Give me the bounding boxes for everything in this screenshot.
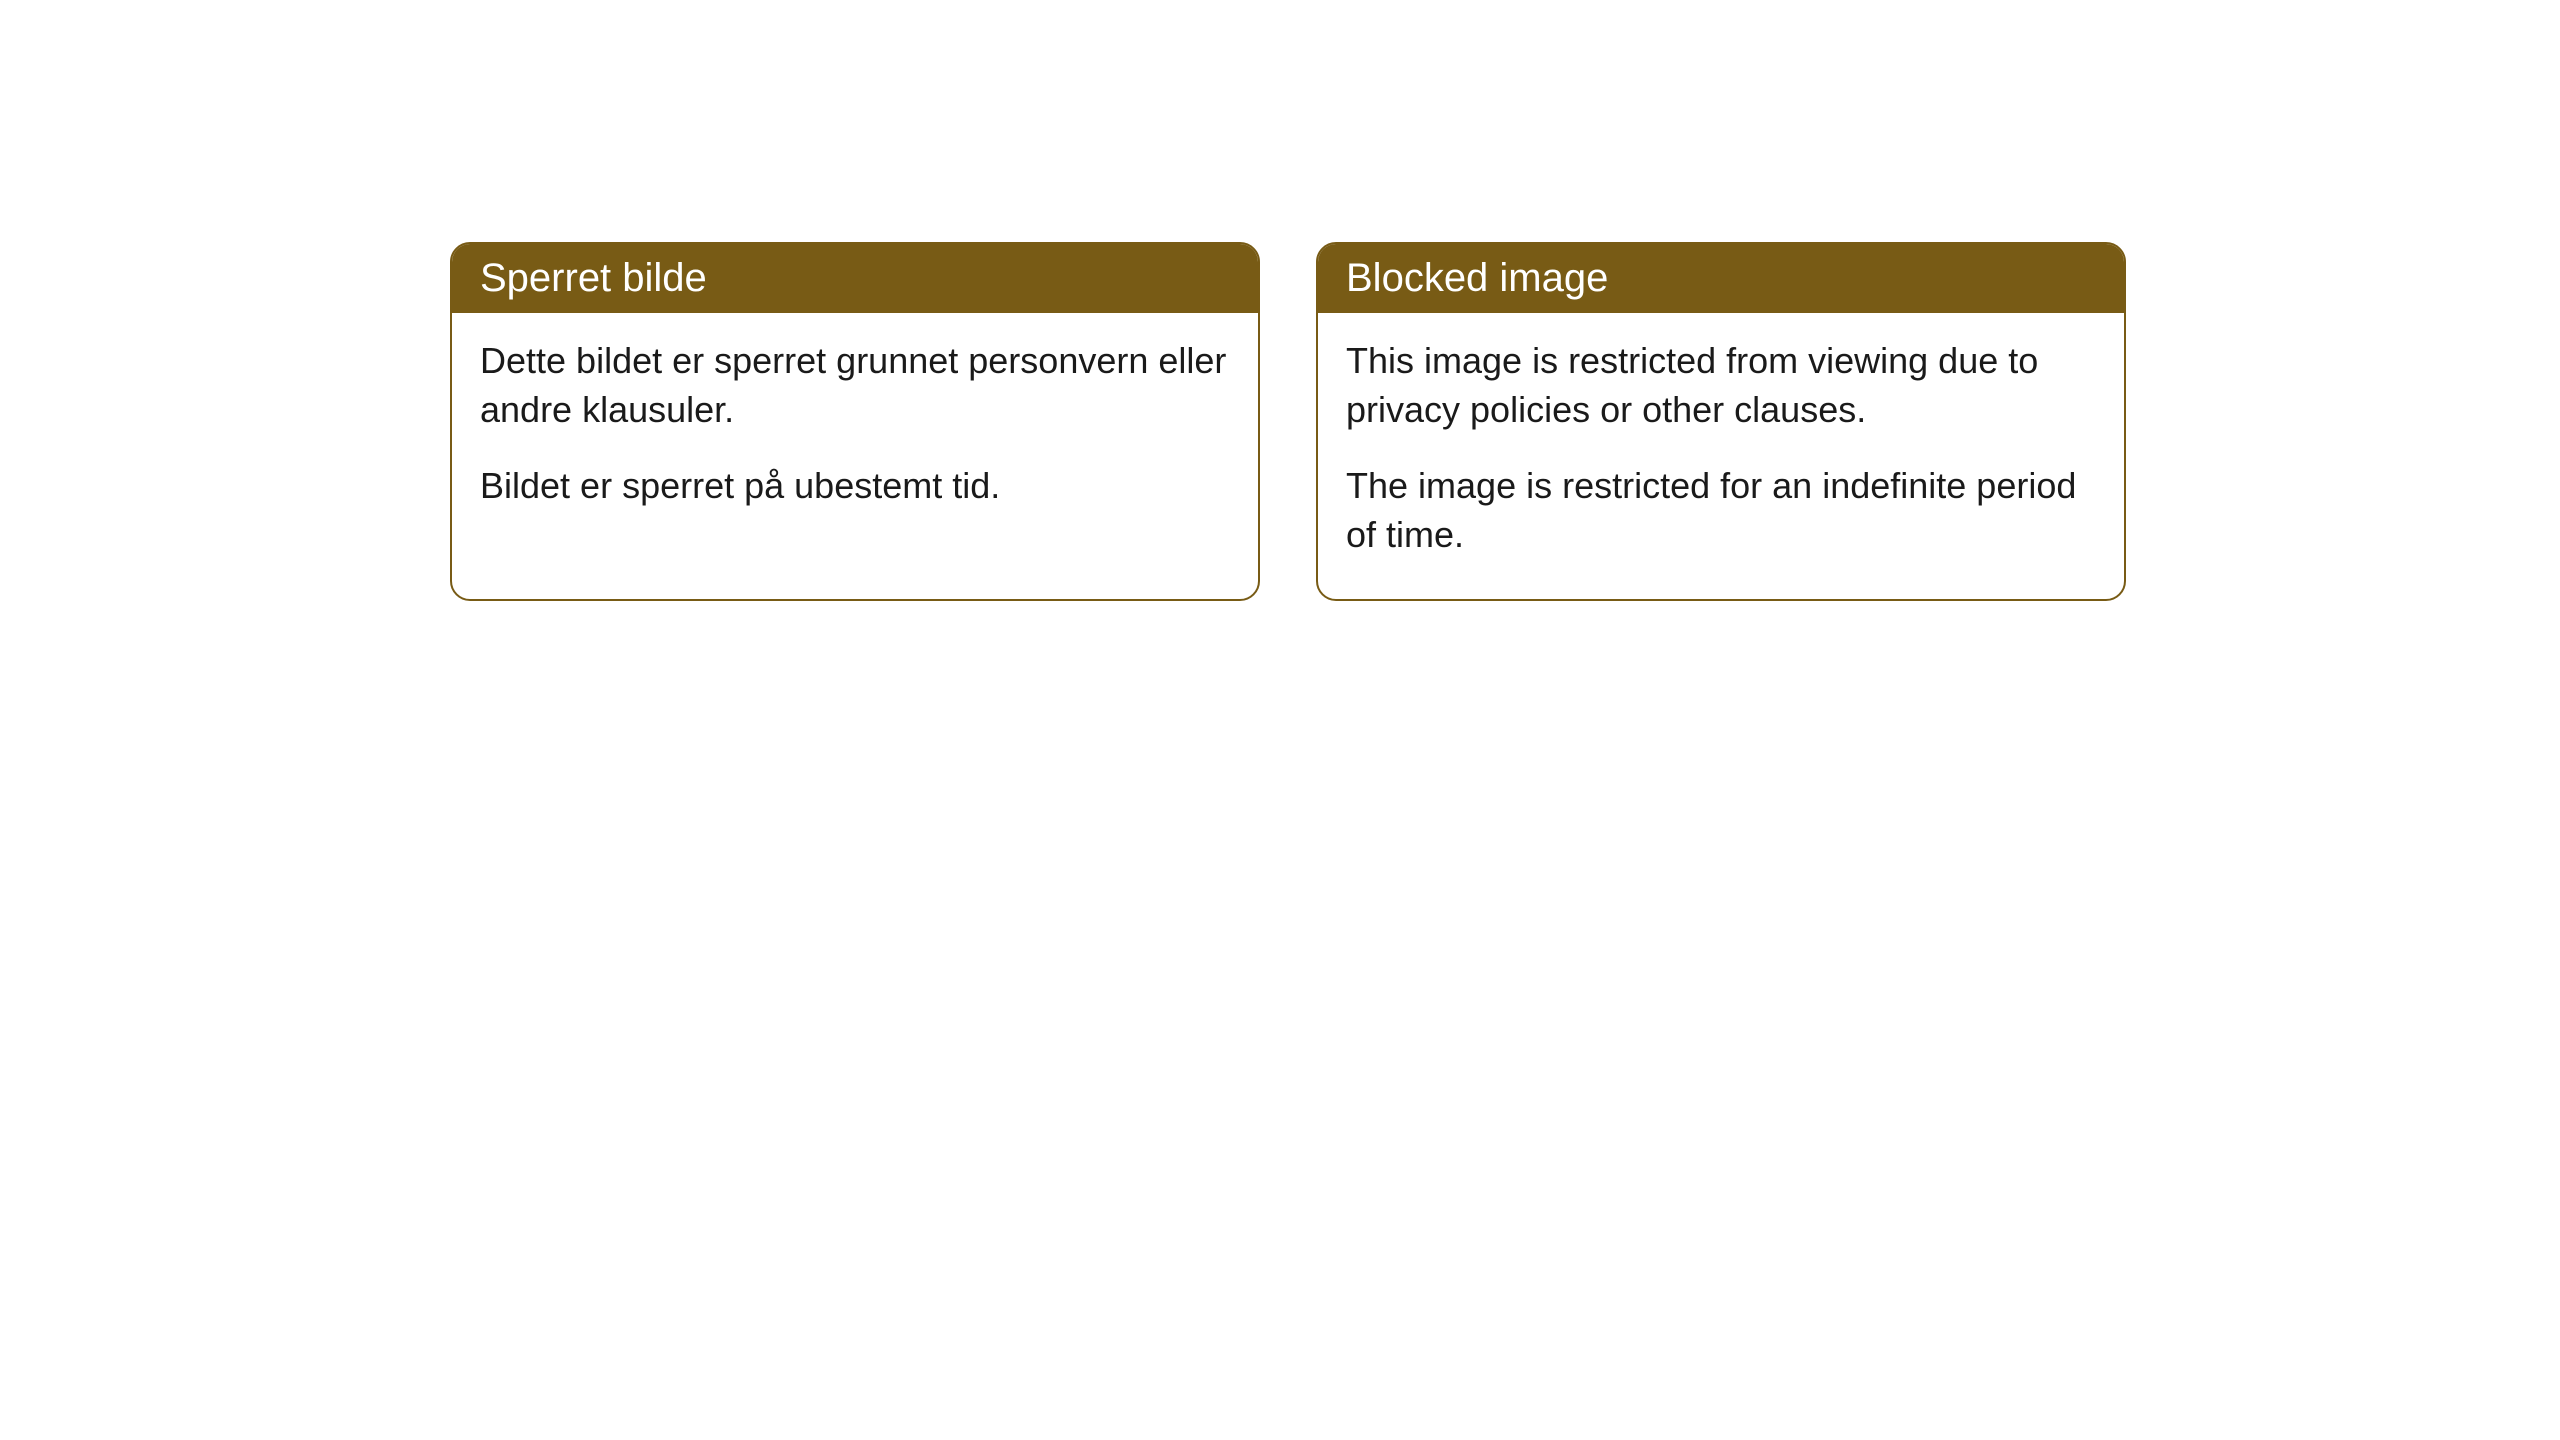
- card-header-norwegian: Sperret bilde: [452, 244, 1258, 313]
- card-body-english: This image is restricted from viewing du…: [1318, 313, 2124, 599]
- card-norwegian: Sperret bilde Dette bildet er sperret gr…: [450, 242, 1260, 601]
- card-paragraph-2-norwegian: Bildet er sperret på ubestemt tid.: [480, 462, 1230, 511]
- card-paragraph-2-english: The image is restricted for an indefinit…: [1346, 462, 2096, 559]
- card-english: Blocked image This image is restricted f…: [1316, 242, 2126, 601]
- card-paragraph-1-norwegian: Dette bildet er sperret grunnet personve…: [480, 337, 1230, 434]
- cards-container: Sperret bilde Dette bildet er sperret gr…: [450, 242, 2126, 601]
- card-body-norwegian: Dette bildet er sperret grunnet personve…: [452, 313, 1258, 551]
- card-header-english: Blocked image: [1318, 244, 2124, 313]
- card-paragraph-1-english: This image is restricted from viewing du…: [1346, 337, 2096, 434]
